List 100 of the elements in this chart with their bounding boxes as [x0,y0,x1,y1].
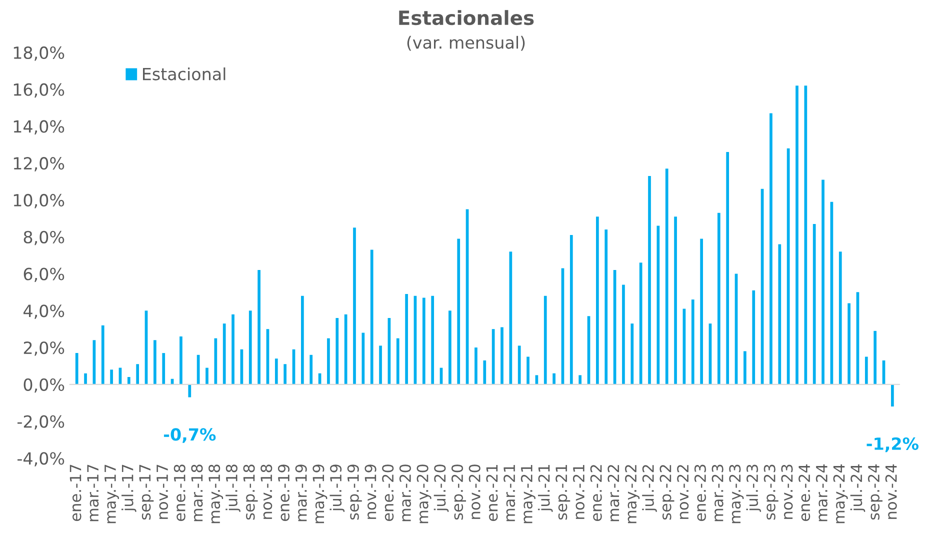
bar [84,373,87,384]
bar [570,235,573,384]
bar [379,346,382,384]
bar [301,296,304,384]
bar [405,294,408,384]
x-tick-label: may.-17 [104,464,119,524]
bar [717,212,720,384]
x-tick-label: mar.-17 [87,464,99,522]
bar [396,338,400,384]
bar [448,310,452,384]
data-label: -0,7% [164,428,216,443]
x-tick-label: sep.-19 [347,464,362,520]
x-tick-label: nov.-18 [260,464,272,519]
y-tick-label: 4,0% [24,304,64,319]
bar [206,368,208,384]
y-tick-label: -4,0% [18,452,64,466]
bar [674,216,677,384]
x-tick-label: may.-24 [833,464,848,524]
x-tick-label: jul.-23 [746,464,762,512]
bar [180,336,182,384]
bar [500,327,504,384]
bar [248,310,252,384]
bar [110,370,113,384]
x-tick-label: ene.-20 [382,464,394,522]
y-tick-label: 10,0% [14,194,64,208]
bar [214,338,218,384]
x-tick-label: nov.-24 [885,464,897,519]
data-label: -1,2% [866,437,918,452]
bar [874,330,877,384]
bar [526,356,530,384]
x-tick-label: jul.-18 [226,464,240,512]
x-tick-label: jul.-17 [122,464,136,512]
x-tick-label: mar.-21 [504,464,516,522]
x-tick-label: nov.-22 [677,465,689,519]
x-tick-label: mar.-18 [191,464,203,522]
y-tick-label: 6,0% [24,268,64,282]
x-tick-label: nov.-17 [156,464,168,519]
x-tick-label: sep.-20 [451,464,466,520]
x-tick-label: nov.-21 [572,464,585,519]
bar [604,229,608,384]
bar [864,356,868,384]
chart-subtitle: (var. mensual) [407,36,525,51]
x-tick-label: ene.-17 [70,464,82,522]
x-tick-label: may.-20 [416,464,432,524]
bar [362,332,365,384]
bar [700,238,703,384]
x-tick-label: ene.-23 [694,464,706,522]
bar [274,358,278,384]
x-tick-label: mar.-23 [712,464,724,522]
bar [422,298,426,384]
bar [431,296,434,384]
y-tick-label: 16,0% [14,83,64,98]
y-tick-label: 0,0% [24,378,64,393]
bar [222,324,226,384]
legend-label: Estacional [143,67,226,80]
bar [136,364,140,384]
bar [838,252,842,384]
x-tick-label: nov.-19 [364,464,376,519]
bar [812,224,816,384]
x-tick-label: mar.-24 [816,464,828,522]
bar [656,226,660,384]
x-tick-label: ene.-19 [278,464,290,522]
bar [336,318,339,384]
x-tick-label: may.-18 [208,464,224,524]
bar [474,348,478,384]
bar [457,238,460,384]
bar [162,353,166,384]
bar [258,270,260,384]
y-tick-label: 18,0% [14,46,64,61]
bar [552,373,556,384]
x-tick-label: ene.-22 [590,465,602,522]
x-tick-label: jul.-21 [538,464,553,512]
bar [284,364,287,384]
x-tick-label: sep.-18 [243,464,258,520]
x-tick-label: mar.-19 [295,464,307,522]
chart-title: Estacionales [399,10,534,26]
bar [630,324,634,384]
x-tick-label: nov.-20 [468,464,480,519]
x-tick-label: jul.-22 [642,465,657,512]
bar [518,346,521,384]
bar [848,303,850,384]
x-tick-label: jul.-24 [850,464,866,512]
x-tick-label: mar.-22 [608,465,620,522]
x-tick-label: sep.-24 [868,464,882,520]
y-tick-label: -2,0% [18,415,64,430]
bar [648,176,651,384]
bar [665,168,668,384]
x-tick-label: nov.-23 [781,464,793,519]
bar [101,325,104,384]
bar [822,180,824,384]
x-tick-label: sep.-17 [139,464,154,520]
x-tick-label: ene.-21 [486,464,498,522]
x-tick-label: sep.-23 [764,464,778,520]
bar [891,384,894,407]
bar [786,148,790,384]
bar [796,86,798,384]
bar [75,353,78,384]
x-tick-label: may.-22 [625,465,640,524]
x-tick-label: may.-19 [312,464,328,524]
x-tick-label: may.-21 [520,464,536,524]
